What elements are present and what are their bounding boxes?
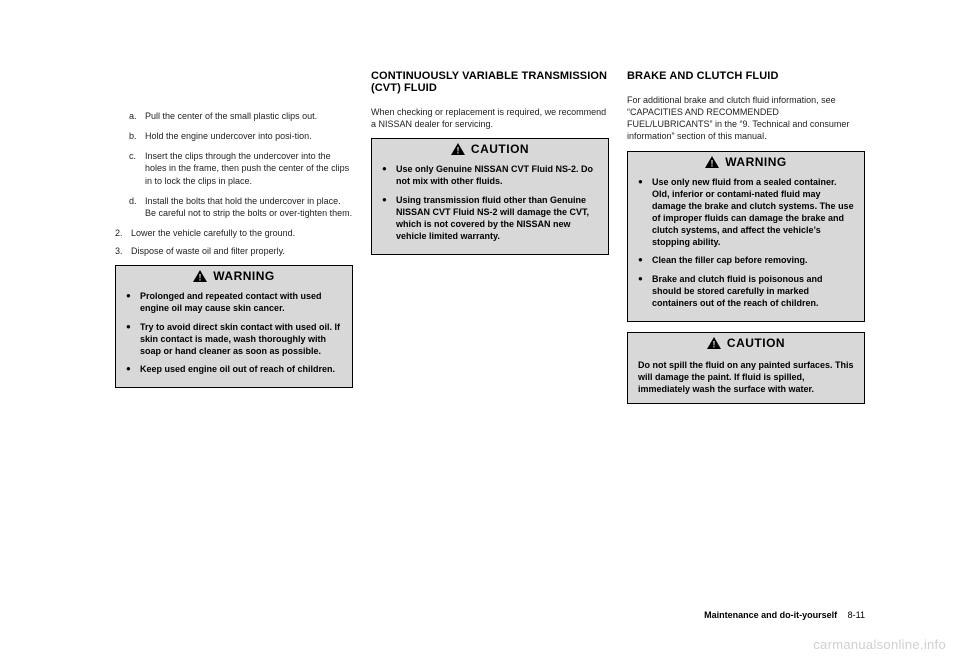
warning-body: ●Prolonged and repeated contact with use… [116, 286, 352, 387]
section-heading: BRAKE AND CLUTCH FLUID [627, 70, 865, 82]
caution-title: CAUTION [471, 142, 529, 156]
list-item: 2. Lower the vehicle carefully to the gr… [115, 227, 353, 239]
bullet-icon: ● [126, 290, 140, 314]
caution-header: ! CAUTION [628, 333, 864, 353]
svg-text:!: ! [711, 158, 714, 168]
item-text: Install the bolts that hold the undercov… [145, 195, 353, 219]
bullet-item: ●Use only Genuine NISSAN CVT Fluid NS-2.… [382, 163, 598, 187]
item-number: 3. [115, 245, 131, 257]
warning-box: ! WARNING ●Use only new fluid from a sea… [627, 151, 865, 322]
bullet-text: Use only Genuine NISSAN CVT Fluid NS-2. … [396, 163, 598, 187]
bullet-item: ●Prolonged and repeated contact with use… [126, 290, 342, 314]
item-letter: d. [129, 195, 145, 219]
column-3: BRAKE AND CLUTCH FLUID For additional br… [627, 70, 865, 414]
footer-page: 8-11 [848, 610, 865, 620]
caution-body: ●Use only Genuine NISSAN CVT Fluid NS-2.… [372, 159, 608, 254]
bullet-item: ●Try to avoid direct skin contact with u… [126, 321, 342, 357]
item-number: 2. [115, 227, 131, 239]
item-letter: a. [129, 110, 145, 122]
bullet-text: Try to avoid direct skin contact with us… [140, 321, 342, 357]
bullet-text: Brake and clutch fluid is poisonous and … [652, 273, 854, 309]
numbered-list: 2. Lower the vehicle carefully to the gr… [115, 227, 353, 257]
bullet-item: ●Brake and clutch fluid is poisonous and… [638, 273, 854, 309]
bullet-item: ●Clean the filler cap before removing. [638, 254, 854, 266]
footer-section: Maintenance and do-it-yourself [704, 610, 837, 620]
item-text: Pull the center of the small plastic cli… [145, 110, 317, 122]
intro-text: For additional brake and clutch fluid in… [627, 94, 865, 143]
warning-triangle-icon: ! [193, 270, 207, 282]
column-1: a. Pull the center of the small plastic … [115, 70, 353, 414]
list-item: b. Hold the engine undercover into posi-… [129, 130, 353, 142]
item-letter: b. [129, 130, 145, 142]
column-2: CONTINUOUSLY VARIABLE TRANSMISSION (CVT)… [371, 70, 609, 414]
item-letter: c. [129, 150, 145, 186]
bullet-icon: ● [126, 321, 140, 357]
list-item: 3. Dispose of waste oil and filter prope… [115, 245, 353, 257]
list-item: d. Install the bolts that hold the under… [129, 195, 353, 219]
bullet-icon: ● [638, 176, 652, 249]
bullet-text: Keep used engine oil out of reach of chi… [140, 363, 335, 375]
bullet-text: Clean the filler cap before removing. [652, 254, 808, 266]
warning-box: ! WARNING ●Prolonged and repeated contac… [115, 265, 353, 388]
section-heading: CONTINUOUSLY VARIABLE TRANSMISSION (CVT)… [371, 70, 609, 94]
bullet-text: Using transmission fluid other than Genu… [396, 194, 598, 243]
item-text: Lower the vehicle carefully to the groun… [131, 227, 295, 239]
bullet-icon: ● [638, 273, 652, 309]
warning-title: WARNING [213, 269, 275, 283]
caution-box: ! CAUTION ●Use only Genuine NISSAN CVT F… [371, 138, 609, 255]
list-item: a. Pull the center of the small plastic … [129, 110, 353, 122]
warning-header: ! WARNING [628, 152, 864, 172]
warning-triangle-icon: ! [705, 156, 719, 168]
sub-step-list: a. Pull the center of the small plastic … [129, 110, 353, 219]
caution-text: Do not spill the fluid on any painted su… [638, 357, 854, 397]
svg-text:!: ! [456, 146, 459, 156]
bullet-icon: ● [126, 363, 140, 375]
warning-triangle-icon: ! [707, 337, 721, 349]
bullet-text: Use only new fluid from a sealed contain… [652, 176, 854, 249]
caution-title: CAUTION [727, 336, 785, 350]
bullet-item: ●Keep used engine oil out of reach of ch… [126, 363, 342, 375]
page-content: a. Pull the center of the small plastic … [0, 0, 960, 444]
bullet-item: ●Using transmission fluid other than Gen… [382, 194, 598, 243]
bullet-icon: ● [382, 194, 396, 243]
warning-body: ●Use only new fluid from a sealed contai… [628, 172, 864, 321]
page-footer: Maintenance and do-it-yourself 8-11 [704, 610, 865, 620]
item-text: Hold the engine undercover into posi-tio… [145, 130, 312, 142]
caution-body: Do not spill the fluid on any painted su… [628, 353, 864, 403]
bullet-icon: ● [382, 163, 396, 187]
intro-text: When checking or replacement is required… [371, 106, 609, 130]
watermark-text: carmanualsonline.info [813, 637, 946, 652]
caution-header: ! CAUTION [372, 139, 608, 159]
svg-text:!: ! [712, 339, 715, 349]
svg-text:!: ! [199, 273, 202, 283]
bullet-icon: ● [638, 254, 652, 266]
warning-title: WARNING [725, 155, 787, 169]
warning-triangle-icon: ! [451, 143, 465, 155]
bullet-text: Prolonged and repeated contact with used… [140, 290, 342, 314]
item-text: Insert the clips through the undercover … [145, 150, 353, 186]
caution-box: ! CAUTION Do not spill the fluid on any … [627, 332, 865, 404]
bullet-item: ●Use only new fluid from a sealed contai… [638, 176, 854, 249]
item-text: Dispose of waste oil and filter properly… [131, 245, 285, 257]
list-item: c. Insert the clips through the undercov… [129, 150, 353, 186]
warning-header: ! WARNING [116, 266, 352, 286]
